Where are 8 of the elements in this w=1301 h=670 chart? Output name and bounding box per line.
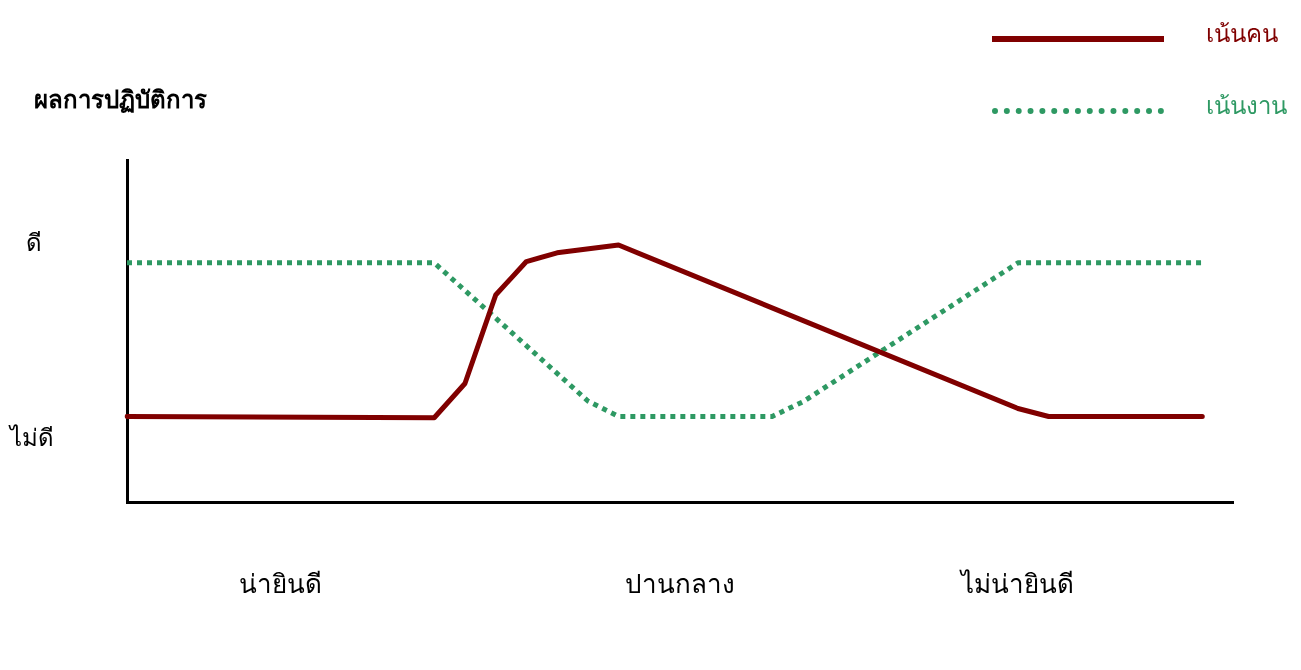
text: เน้นงาน	[1206, 91, 1287, 122]
text: เน้นคน	[1206, 19, 1278, 50]
text: ดี	[26, 229, 42, 258]
text: ผลการปฏิบัติการ	[34, 86, 207, 115]
x-tick-label: น่ายินดี	[239, 569, 323, 600]
x-tick-label: ไม่น่ายินดี	[959, 569, 1075, 600]
x-tick-label: ปานกลาง	[625, 569, 735, 600]
text: ไม่ดี	[8, 424, 54, 453]
